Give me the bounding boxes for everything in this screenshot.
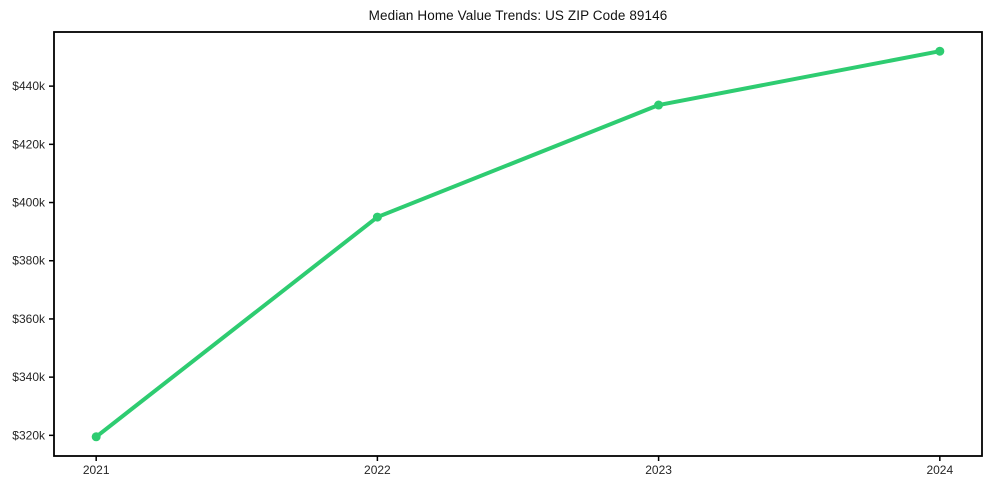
y-tick-label: $400k bbox=[12, 196, 46, 210]
x-tick-label: 2021 bbox=[83, 463, 110, 477]
y-tick-label: $360k bbox=[12, 312, 46, 326]
trend-line bbox=[94, 49, 942, 439]
x-tick-label: 2024 bbox=[926, 463, 953, 477]
y-tick-label: $320k bbox=[12, 428, 46, 442]
data-point-marker bbox=[935, 46, 945, 56]
y-tick-label: $440k bbox=[12, 79, 46, 93]
chart-title: Median Home Value Trends: US ZIP Code 89… bbox=[368, 8, 668, 23]
plot-border bbox=[53, 31, 983, 457]
y-tick-label: $340k bbox=[12, 370, 46, 384]
y-tick-label: $380k bbox=[12, 254, 46, 268]
x-tick-label: 2023 bbox=[645, 463, 672, 477]
data-point-marker bbox=[91, 432, 101, 442]
data-point-marker bbox=[372, 212, 382, 222]
x-tick-label: 2022 bbox=[364, 463, 391, 477]
y-tick-label: $420k bbox=[12, 137, 46, 151]
data-point-marker bbox=[654, 100, 664, 110]
